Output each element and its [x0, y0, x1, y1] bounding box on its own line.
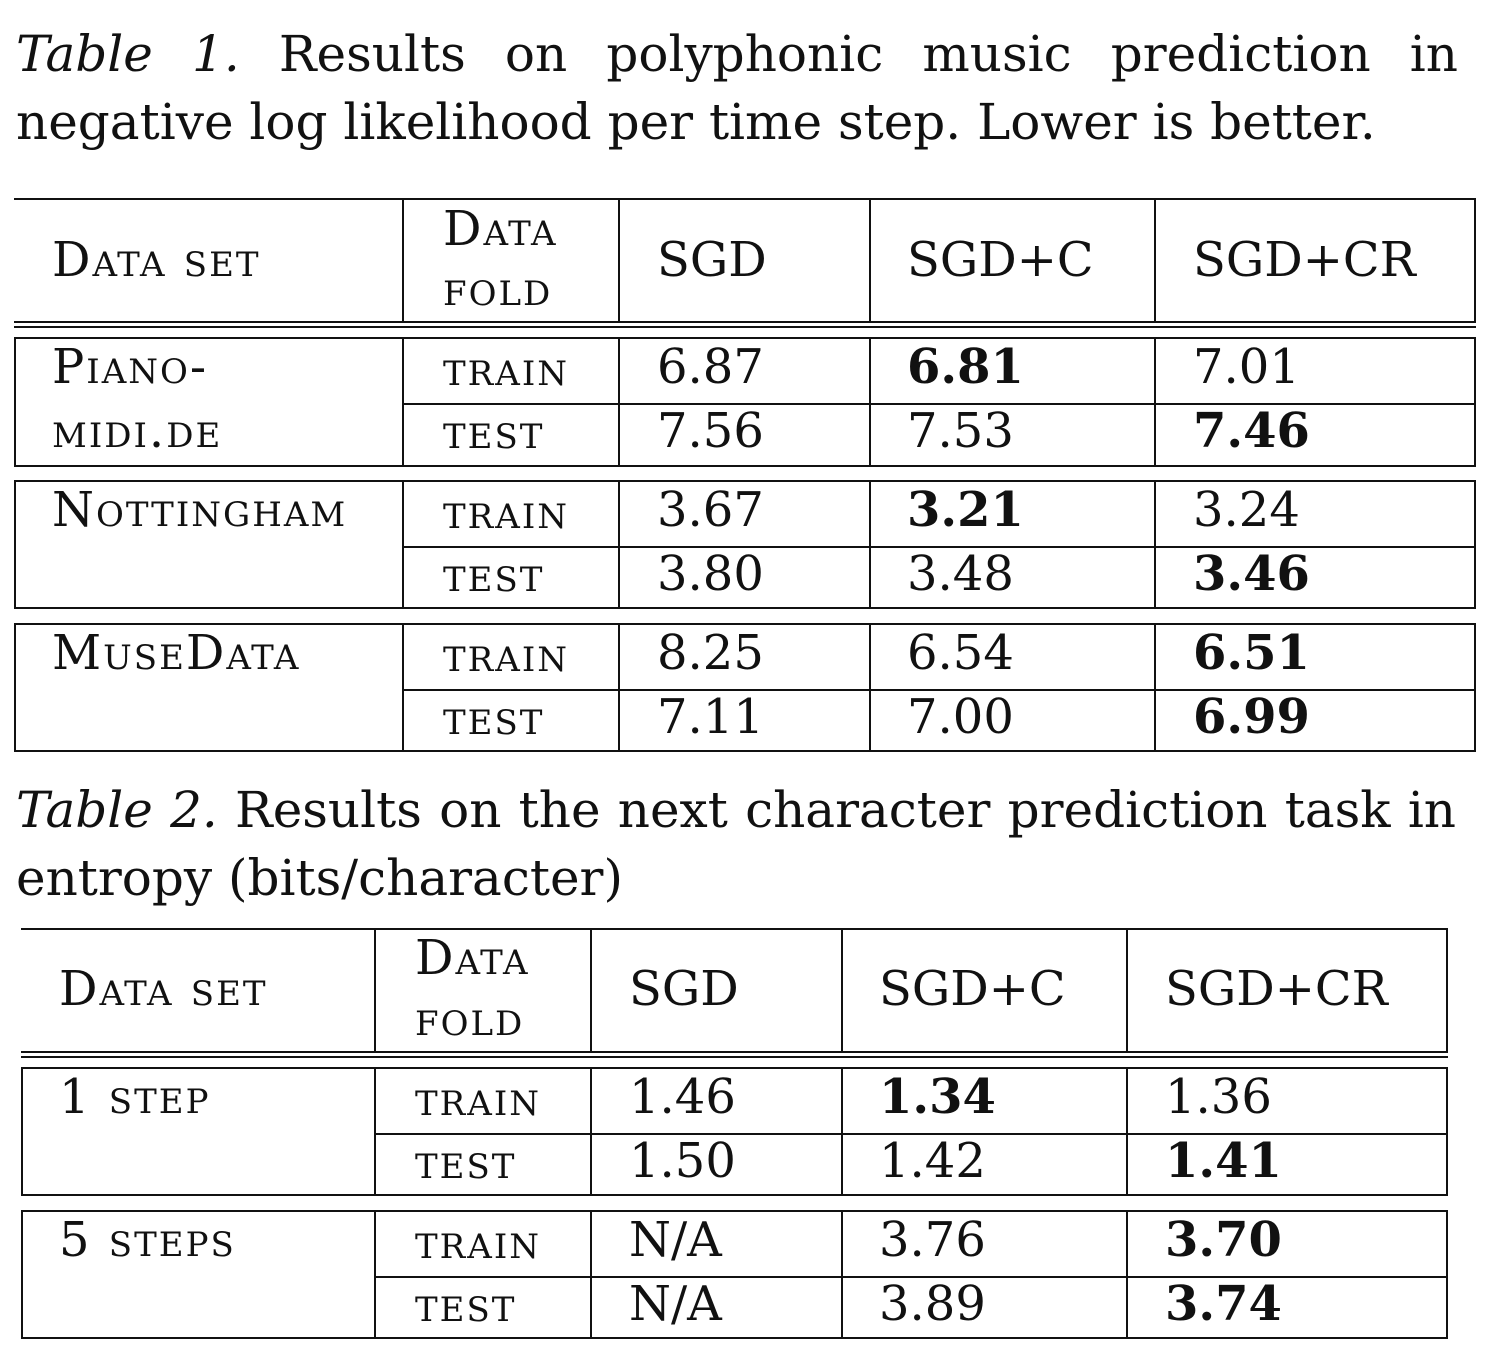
value-cell: N/A	[629, 1212, 722, 1268]
header-fold-line2: fold	[443, 261, 553, 317]
value-cell: 1.50	[629, 1133, 736, 1189]
header-fold-line1: Data	[443, 201, 558, 257]
value-cell-best: 3.21	[907, 482, 1024, 538]
value-cell: 3.67	[657, 482, 764, 538]
dataset-label: Nottingham	[52, 482, 348, 538]
value-cell: 1.36	[1165, 1069, 1272, 1125]
value-cell-best: 6.81	[907, 339, 1024, 395]
fold-label: train	[415, 1071, 542, 1127]
header-sgd: SGD	[657, 232, 767, 288]
fold-label: train	[443, 484, 570, 540]
value-cell: 1.46	[629, 1069, 736, 1125]
fold-label: test	[415, 1277, 517, 1333]
value-cell: 1.42	[879, 1133, 986, 1189]
value-cell: 7.53	[907, 403, 1014, 459]
value-cell-best: 1.34	[879, 1069, 996, 1125]
table-2-caption-label: Table 2.	[16, 781, 218, 839]
value-cell-best: 6.51	[1193, 625, 1310, 681]
dataset-label: 1 step	[59, 1069, 211, 1125]
dataset-label: Piano-	[52, 339, 209, 395]
value-cell: 7.00	[907, 689, 1014, 745]
value-cell: N/A	[629, 1276, 722, 1332]
value-cell: 7.01	[1193, 339, 1300, 395]
fold-label: train	[443, 341, 570, 397]
value-cell: 6.87	[657, 339, 764, 395]
value-cell: 7.11	[657, 689, 764, 745]
fold-label: train	[415, 1214, 542, 1270]
value-cell: 3.80	[657, 546, 764, 602]
dataset-label: 5 steps	[59, 1212, 236, 1268]
fold-label: test	[443, 547, 545, 603]
table-1-caption-text: Results on polyphonic music prediction i…	[16, 25, 1458, 151]
value-cell-best: 3.74	[1165, 1276, 1282, 1332]
value-cell-best: 1.41	[1165, 1133, 1282, 1189]
value-cell: 7.56	[657, 403, 764, 459]
fold-label: test	[415, 1134, 517, 1190]
value-cell-best: 6.99	[1193, 689, 1310, 745]
fold-label: test	[443, 404, 545, 460]
value-cell: 3.48	[907, 546, 1014, 602]
value-cell-best: 7.46	[1193, 403, 1310, 459]
dataset-label-line2: midi.de	[52, 403, 223, 459]
header-dataset: Data set	[52, 232, 261, 288]
table-2-caption: Table 2. Results on the next character p…	[16, 776, 1456, 912]
value-cell: 6.54	[907, 625, 1014, 681]
header-dataset: Data set	[59, 961, 268, 1017]
header-sgdc: SGD+C	[879, 961, 1066, 1017]
header-fold-line1: Data	[415, 930, 530, 986]
header-sgdcr: SGD+CR	[1193, 232, 1416, 288]
value-cell-best: 3.70	[1165, 1212, 1282, 1268]
table-1-caption: Table 1. Results on polyphonic music pre…	[16, 20, 1458, 156]
header-sgdc: SGD+C	[907, 232, 1094, 288]
header-fold-line2: fold	[415, 991, 525, 1047]
dataset-label: MuseData	[52, 625, 301, 681]
value-cell: 3.89	[879, 1276, 986, 1332]
header-sgdcr: SGD+CR	[1165, 961, 1388, 1017]
table-2-caption-text: Results on the next character prediction…	[16, 781, 1457, 907]
table-1-caption-label: Table 1.	[16, 25, 240, 83]
value-cell: 3.24	[1193, 482, 1300, 538]
value-cell-best: 3.46	[1193, 546, 1310, 602]
fold-label: test	[443, 690, 545, 746]
value-cell: 8.25	[657, 625, 764, 681]
fold-label: train	[443, 627, 570, 683]
value-cell: 3.76	[879, 1212, 986, 1268]
header-sgd: SGD	[629, 961, 739, 1017]
